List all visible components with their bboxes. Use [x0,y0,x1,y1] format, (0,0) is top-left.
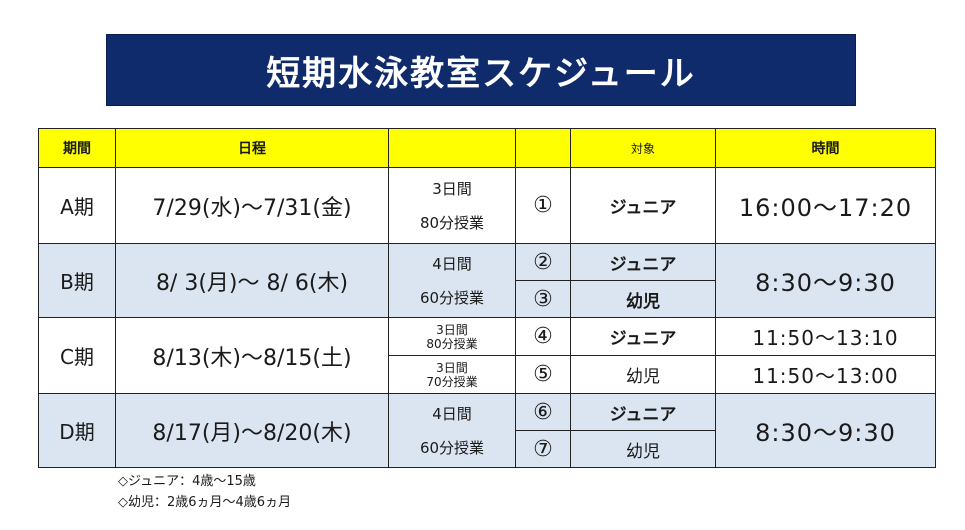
header-period: 期間 [38,128,116,168]
target-cell: ジュニア [570,243,716,281]
time-cell: 11:50～13:00 [715,355,936,394]
target-cell: 幼児 [570,280,716,318]
days-text: 3日間 [432,179,472,198]
lesson-length-text: 70分授業 [426,374,478,389]
lessons-cell: 3日間 80分授業 [388,167,516,244]
table-row-d1: D期 8/17(月)～8/20(木) 4日間 60分授業 ⑥ ジュニア 8:30… [38,393,936,468]
age-notes: ◇ジュニア：4歳～15歳 ◇幼児：2歳6ヵ月～4歳6ヵ月 [118,471,291,513]
target-cell: ジュニア [570,317,716,356]
class-number: ④ [515,317,571,356]
table-row-b1: B期 8/ 3(月)～ 8/ 6(木) 4日間 60分授業 ② ジュニア 8:3… [38,243,936,318]
days-text: 3日間 [436,322,468,337]
lesson-length-text: 60分授業 [419,438,485,457]
date-cell: 8/17(月)～8/20(木) [115,393,389,468]
lessons-cell: 4日間 60分授業 [388,243,516,318]
header-number [515,128,571,168]
class-number: ⑤ [515,355,571,394]
target-cell: ジュニア [570,167,716,244]
page-title: 短期水泳教室スケジュール [266,53,696,94]
header-row: 期間 日程 対象 時間 [38,128,936,168]
title-banner: 短期水泳教室スケジュール [106,34,856,106]
header-target: 対象 [570,128,716,168]
date-cell: 7/29(水)～7/31(金) [115,167,389,244]
time-cell: 16:00～17:20 [715,167,936,244]
table-row-c1: C期 8/13(木)～8/15(土) 3日間 80分授業 ④ ジュニア 11:5… [38,317,936,394]
days-text: 4日間 [432,254,472,273]
schedule-table: 期間 日程 対象 時間 A期 7/29(水)～7/31(金) 3日間 80分授業… [38,128,936,468]
period-cell: A期 [38,167,116,244]
lessons-cell: 3日間 70分授業 [388,355,516,394]
lesson-length-text: 80分授業 [426,336,478,351]
target-cell: 幼児 [570,430,716,468]
header-time: 時間 [715,128,936,168]
date-cell: 8/ 3(月)～ 8/ 6(木) [115,243,389,318]
note-junior: ◇ジュニア：4歳～15歳 [118,474,256,489]
class-number: ⑦ [515,430,571,468]
target-cell: 幼児 [570,355,716,394]
class-number: ③ [515,280,571,318]
period-cell: D期 [38,393,116,468]
class-number: ⑥ [515,393,571,431]
header-lessons [388,128,516,168]
lesson-length-text: 60分授業 [419,288,485,307]
period-cell: B期 [38,243,116,318]
time-cell: 8:30～9:30 [715,243,936,318]
days-text: 4日間 [432,404,472,423]
period-cell: C期 [38,317,116,394]
time-cell: 8:30～9:30 [715,393,936,468]
table-row-b2: ③ 幼児 [39,280,936,318]
lesson-length-text: 80分授業 [419,213,485,232]
lessons-cell: 3日間 80分授業 [388,317,516,356]
note-infant: ◇幼児：2歳6ヵ月～4歳6ヵ月 [118,495,292,510]
header-schedule: 日程 [115,128,389,168]
time-cell: 11:50～13:10 [715,317,936,356]
class-number: ② [515,243,571,281]
target-cell: ジュニア [570,393,716,431]
class-number: ① [515,167,571,244]
days-text: 3日間 [436,360,468,375]
table-row-c2: 3日間 70分授業 ⑤ 幼児 11:50～13:00 [39,355,936,394]
date-cell: 8/13(木)～8/15(土) [115,317,389,394]
table-row-a: A期 7/29(水)～7/31(金) 3日間 80分授業 ① ジュニア 16:0… [38,167,936,244]
table-row-d2: ⑦ 幼児 [39,430,936,468]
lessons-cell: 4日間 60分授業 [388,393,516,468]
